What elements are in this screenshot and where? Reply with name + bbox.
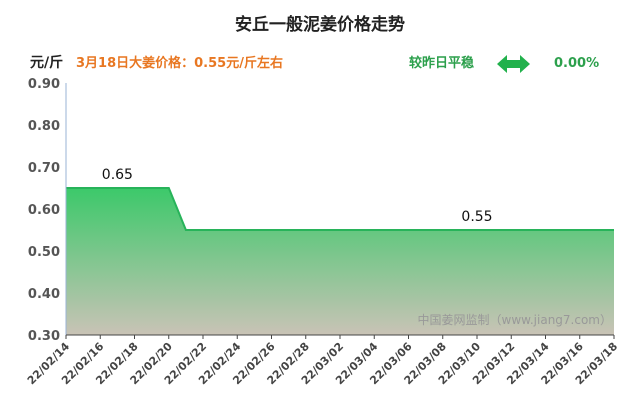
y-tick-label: 0.80	[28, 119, 60, 134]
plot-area	[66, 187, 614, 335]
y-tick-label: 0.60	[28, 203, 60, 218]
x-axis: 22/02/1422/02/1622/02/1822/02/2022/02/22…	[25, 334, 620, 387]
price-area	[66, 188, 614, 335]
change-percent: 0.00%	[554, 56, 599, 71]
y-tick-label: 0.40	[28, 287, 60, 302]
change-label: 较昨日平稳	[409, 55, 474, 71]
y-tick-label: 0.30	[28, 329, 60, 344]
chart-title: 安丘一般泥姜价格走势	[235, 14, 405, 35]
data-label: 0.65	[102, 167, 133, 183]
y-tick-label: 0.50	[28, 245, 60, 260]
watermark: 中国姜网监制（www.jiang7.com）	[418, 312, 612, 327]
price-line	[66, 187, 614, 231]
unit-label: 元/斤	[30, 54, 63, 71]
y-tick-label: 0.90	[28, 77, 60, 92]
data-labels: 0.65 0.55	[102, 167, 493, 225]
data-label: 0.55	[461, 209, 492, 225]
y-tick-label: 0.70	[28, 161, 60, 176]
double-arrow-icon	[497, 55, 530, 73]
price-info: 3月18日大姜价格：0.55元/斤左右	[76, 55, 283, 71]
y-axis: 0.90 0.80 0.70 0.60 0.50 0.40 0.30	[28, 77, 67, 344]
